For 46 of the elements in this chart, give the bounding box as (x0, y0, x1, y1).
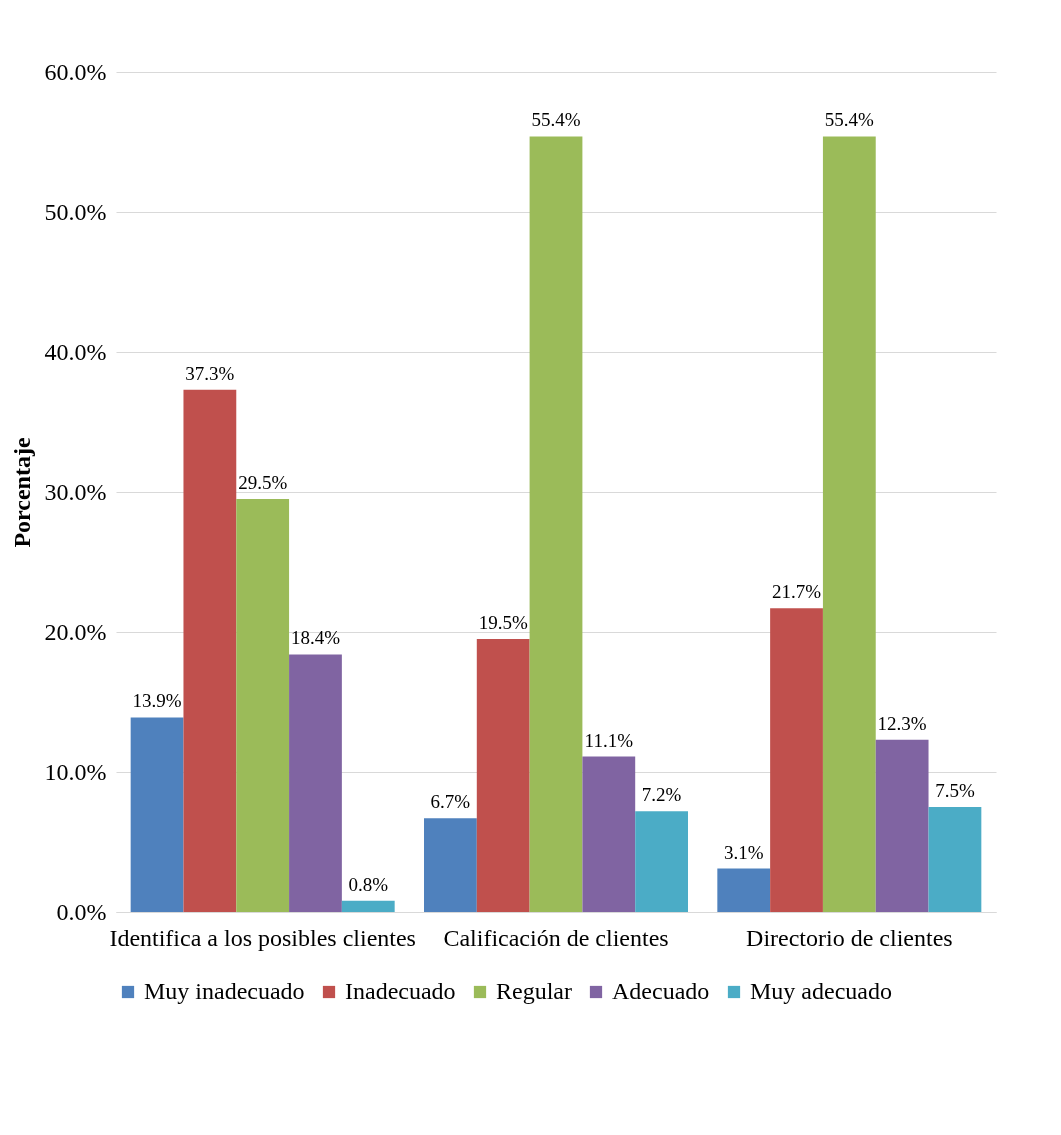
data-label: 3.1% (723, 841, 764, 863)
legend-label: Adecuado (612, 978, 710, 1004)
y-tick-label: 20.0% (44, 618, 107, 645)
x-tick-label: Calificación de clientes (443, 924, 669, 951)
data-label: 7.2% (641, 784, 682, 806)
bar (236, 499, 290, 912)
bar (130, 717, 184, 912)
y-tick-label: 60.0% (44, 58, 107, 85)
data-label: 18.4% (290, 627, 341, 649)
data-label: 55.4% (824, 109, 875, 131)
legend-label: Muy adecuado (750, 978, 892, 1004)
y-axis-title: Porcentaje (8, 437, 35, 548)
data-label: 19.5% (478, 612, 528, 633)
data-label: 12.3% (877, 712, 927, 734)
legend-label: Inadecuado (345, 978, 456, 1004)
x-tick-label: Identifica a los posibles clientes (109, 924, 416, 951)
data-label: 37.3% (185, 362, 235, 384)
bar (582, 756, 636, 912)
data-label: 13.9% (132, 690, 182, 712)
bar (529, 136, 583, 912)
legend-label: Regular (496, 978, 572, 1004)
bar (875, 739, 929, 912)
bar (289, 654, 342, 912)
y-tick-label: 50.0% (44, 198, 107, 225)
data-label: 29.5% (238, 472, 288, 493)
x-tick-label: Directorio de clientes (746, 924, 953, 951)
data-label: 0.8% (348, 873, 389, 895)
bar (717, 868, 771, 912)
bar (822, 136, 876, 912)
y-tick-label: 10.0% (44, 758, 107, 785)
bar (424, 818, 477, 912)
data-label: 21.7% (771, 581, 822, 603)
bar (770, 608, 823, 912)
bar (476, 639, 530, 912)
data-label: 6.7% (430, 791, 471, 813)
bar (928, 807, 982, 912)
y-tick-label: 30.0% (44, 478, 107, 505)
bar (635, 811, 688, 912)
legend-label: Muy inadecuado (144, 978, 305, 1004)
y-tick-label: 40.0% (44, 338, 107, 365)
data-label: 55.4% (531, 109, 581, 131)
bar (183, 389, 237, 912)
data-label: 11.1% (584, 729, 634, 751)
bar (341, 900, 395, 912)
y-tick-label: 0.0% (56, 898, 107, 925)
data-label: 7.5% (935, 780, 975, 801)
